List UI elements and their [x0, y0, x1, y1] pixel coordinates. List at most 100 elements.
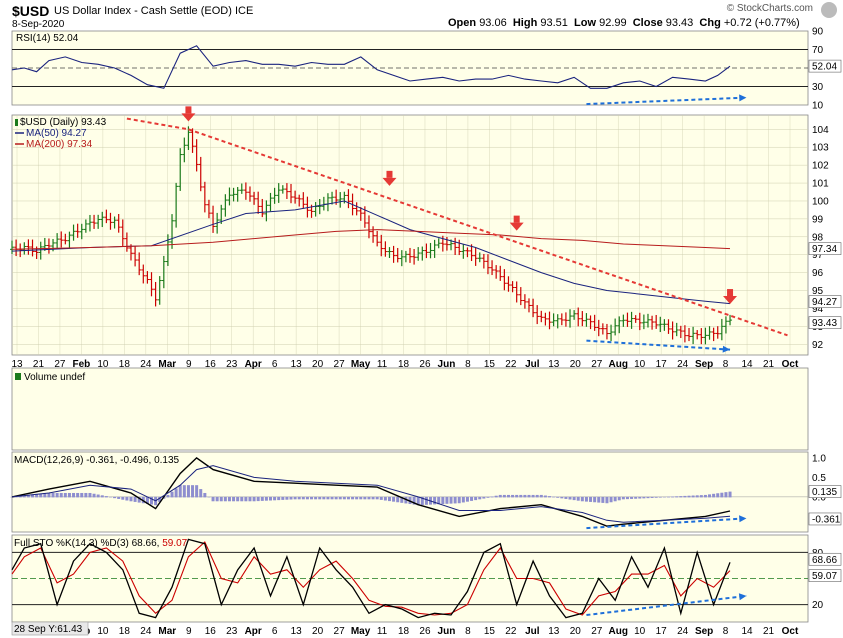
price-blue-arrow: [586, 339, 731, 351]
macd-hist-bar: [281, 496, 285, 500]
price-blue-arrow-head: [722, 345, 731, 353]
macd-hist-bar: [511, 494, 515, 498]
x-tick-label: 24: [140, 359, 152, 370]
x-tick-label: 11: [377, 359, 388, 370]
macd-hist-bar: [433, 496, 437, 505]
macd-hist-bar: [137, 496, 141, 503]
macd-hist-bar: [359, 496, 363, 500]
macd-hist-bar: [543, 495, 547, 498]
macd-hist-bar: [654, 496, 658, 498]
macd-hist-bar: [88, 492, 92, 498]
x-tick-label: May: [351, 359, 371, 370]
macd-hist-bar: [121, 496, 125, 500]
macd-hist-bar: [548, 496, 552, 498]
macd-hist-bar: [400, 496, 404, 503]
price-legend-swatch: [15, 119, 18, 126]
macd-hist-last-label: 0.135: [812, 487, 837, 498]
rsi-tick-label: 70: [812, 45, 824, 56]
macd-hist-bar: [108, 496, 112, 498]
close-last-label: 93.43: [812, 318, 837, 329]
macd-hist-bar: [219, 496, 223, 502]
macd-hist-bar: [18, 496, 22, 498]
macd-hist-bar: [72, 492, 76, 498]
x-tick-label: Feb: [73, 359, 91, 370]
macd-hist-bar: [150, 496, 154, 505]
cursor-label-box: [11, 621, 89, 636]
volume-swatch: [15, 373, 21, 380]
x-tick-label-bottom: 22: [505, 626, 517, 637]
macd-hist-bar: [166, 494, 170, 498]
x-tick-label-bottom: 20: [570, 626, 582, 637]
x-tick-label-bottom: Jul: [525, 626, 540, 637]
macd-hist-bar: [589, 496, 593, 502]
macd-hist-bar: [498, 494, 502, 498]
ma200-line: [11, 229, 731, 250]
macd-last-label: -0.361: [812, 514, 841, 525]
x-tick-label: Jul: [525, 359, 540, 370]
macd-hist-bar: [650, 496, 654, 498]
macd-hist-bar: [100, 495, 104, 498]
macd-hist-bar: [523, 494, 527, 498]
macd-hist-bar: [679, 496, 683, 498]
macd-hist-bar: [39, 493, 43, 498]
sto-blue-arrow-head: [738, 593, 747, 601]
x-tick-label-bottom: 20: [312, 626, 324, 637]
macd-hist-bar: [338, 496, 342, 500]
macd-hist-bar: [252, 496, 256, 502]
x-tick-label: 16: [205, 359, 217, 370]
sto-k-last-label-box: [808, 552, 842, 566]
macd-hist-bar: [584, 496, 588, 502]
x-tick-label-bottom: Sep: [695, 626, 713, 637]
macd-hist-bar: [699, 495, 703, 498]
macd-hist-bar: [703, 494, 707, 498]
macd-hist-bar: [47, 492, 51, 498]
macd-hist-bar: [617, 496, 621, 501]
macd-hist-bar: [728, 491, 732, 498]
rsi-title: RSI(14) 52.04: [16, 33, 79, 44]
macd-hist-bar: [552, 496, 556, 498]
macd-hist-bar: [174, 488, 178, 498]
macd-hist-bar: [412, 496, 416, 505]
macd-hist-bar: [207, 496, 211, 498]
macd-hist-bar: [342, 496, 346, 500]
macd-hist-bar: [277, 496, 281, 501]
macd-hist-bar: [322, 496, 326, 500]
macd-hist-bar: [478, 496, 482, 500]
macd-hist-bar: [223, 496, 227, 502]
macd-hist-bar: [203, 492, 207, 498]
macd-hist-bar: [273, 496, 277, 501]
macd-hist-bar: [560, 496, 564, 499]
down-arrow-icon-head: [181, 113, 196, 122]
macd-hist-bar: [301, 496, 305, 500]
x-tick-label: 27: [591, 359, 603, 370]
rsi-line: [11, 45, 731, 89]
x-tick-label: 13: [548, 359, 560, 370]
x-tick-label: 20: [570, 359, 582, 370]
macd-hist-bar: [564, 496, 568, 499]
exchange-text: ICE: [234, 5, 254, 17]
macd-hist-bar: [129, 496, 133, 502]
chg-value: +0.72 (+0.77%): [723, 17, 800, 29]
macd-hist-bar: [22, 495, 26, 498]
macd-hist-bar: [80, 492, 84, 498]
macd-hist-bar: [556, 496, 560, 498]
close-value: 93.43: [665, 17, 694, 29]
macd-hist-bar: [264, 496, 268, 501]
x-tick-label: Mar: [158, 359, 176, 370]
macd-hist-bar: [256, 496, 260, 502]
down-arrow-icon-head: [382, 177, 397, 186]
macd-hist-bar: [424, 496, 428, 505]
macd-hist-bar: [506, 494, 510, 498]
x-tick-label: 8: [723, 359, 729, 370]
down-arrow-icon: [727, 289, 734, 297]
x-tick-label-bottom: 27: [334, 626, 346, 637]
macd-hist-bar: [630, 496, 634, 499]
x-tick-label: 18: [119, 359, 131, 370]
macd-hist-bar: [535, 494, 539, 498]
macd-hist-bar: [519, 494, 523, 498]
macd-hist-bar: [601, 496, 605, 503]
x-tick-label: 22: [505, 359, 517, 370]
price-tick-label: 104: [812, 125, 829, 136]
macd-hist-bar: [371, 496, 375, 500]
